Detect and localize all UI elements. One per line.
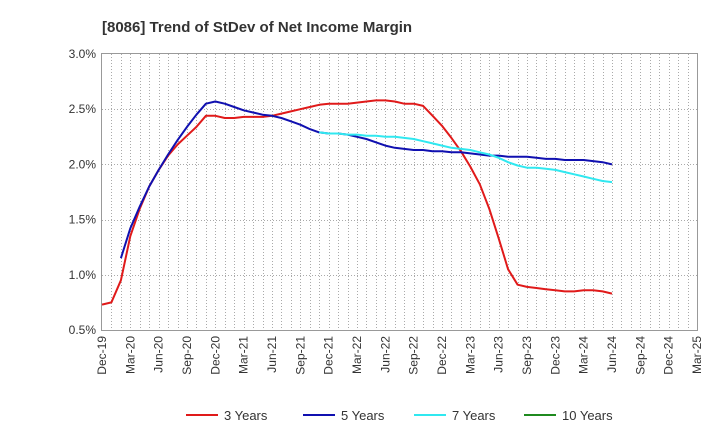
y-axis: 0.5% 1.0% 1.5% 2.0% 2.5% 3.0% [69,47,97,337]
x-tick-label: Sep-23 [520,336,534,375]
x-tick-label: Sep-21 [293,336,307,375]
legend-label-10-years: 10 Years [562,408,613,423]
x-tick-label: Mar-22 [350,336,364,374]
x-tick-label: Jun-23 [492,336,506,373]
series-line-5-years [119,100,613,259]
x-tick-label: Dec-22 [435,336,449,375]
x-tick-label: Dec-23 [548,336,562,375]
series-line-7-years [319,131,613,184]
y-tick-label: 1.0% [69,268,97,282]
y-tick-label: 0.5% [69,323,97,337]
y-tick-label: 1.5% [69,213,97,227]
x-tick-label: Mar-24 [577,336,591,374]
x-tick-label: Sep-24 [633,336,647,375]
y-tick-label: 3.0% [69,47,97,61]
x-axis: Dec-19 Mar-20 Jun-20 Sep-20 Dec-20 Mar-21 Jun-… [95,336,704,375]
x-tick-label: Mar-25 [690,336,704,374]
legend-label-5-years: 5 Years [341,408,385,423]
x-tick-label: Jun-21 [265,336,279,373]
grid [102,54,697,330]
x-tick-label: Mar-20 [123,336,137,374]
x-tick-label: Jun-22 [378,336,392,373]
x-tick-label: Mar-21 [237,336,251,374]
x-tick-label: Mar-23 [463,336,477,374]
x-tick-label: Jun-20 [152,336,166,373]
x-tick-label: Dec-24 [662,336,676,375]
series-line-3-years [101,99,613,306]
legend: 3 Years 5 Years 7 Years 10 Years [186,408,613,423]
chart-title: [8086] Trend of StDev of Net Income Marg… [102,19,412,36]
x-tick-label: Dec-19 [95,336,109,375]
series-lines [101,99,613,306]
x-tick-label: Dec-20 [208,336,222,375]
y-tick-label: 2.5% [69,102,97,116]
x-tick-label: Sep-20 [180,336,194,375]
legend-label-3-years: 3 Years [224,408,268,423]
x-tick-label: Sep-22 [407,336,421,375]
y-tick-label: 2.0% [69,157,97,171]
x-tick-label: Dec-21 [322,336,336,375]
x-tick-label: Jun-24 [605,336,619,373]
plot-frame [101,53,698,331]
legend-label-7-years: 7 Years [452,408,496,423]
